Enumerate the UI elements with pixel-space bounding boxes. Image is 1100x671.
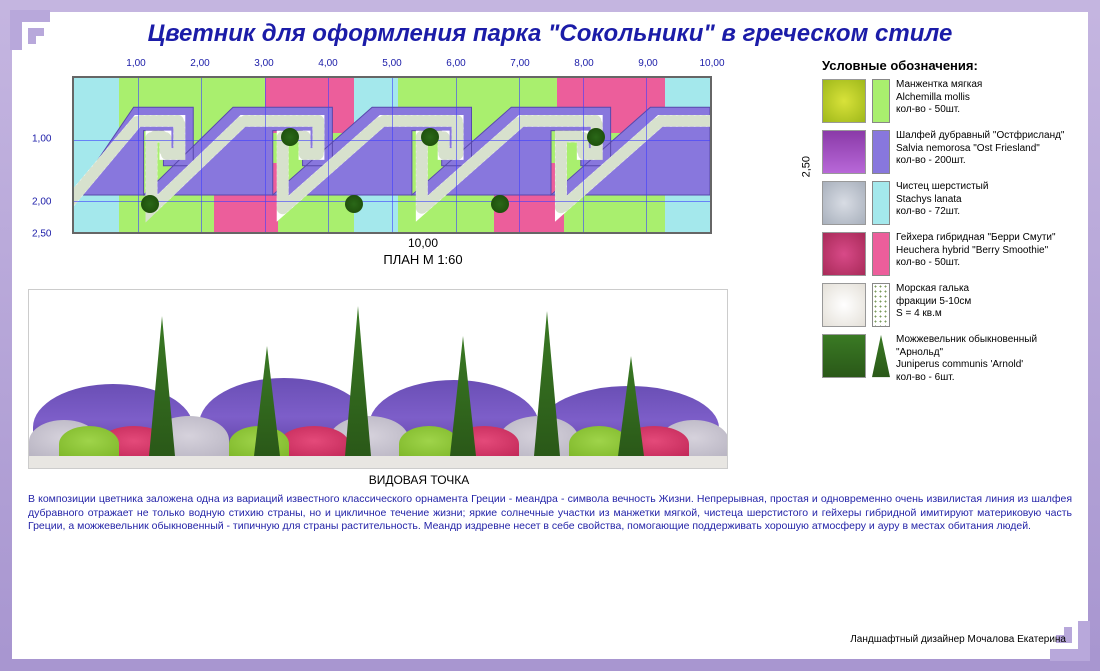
legend-item: Манжентка мягкаяAlchemilla mollisкол-во … xyxy=(822,79,1072,123)
legend-text: Шалфей дубравный "Остфрисланд"Salvia nem… xyxy=(896,130,1065,174)
dimension-height: 2,50 xyxy=(800,156,812,177)
grid-line xyxy=(72,140,712,141)
x-tick: 4,00 xyxy=(318,58,337,69)
x-tick: 1,00 xyxy=(126,58,145,69)
legend-swatch xyxy=(872,334,890,378)
grid-line xyxy=(646,76,647,234)
juniper-marker xyxy=(141,195,159,213)
legend-item: Чистец шерстистыйStachys lanataкол-во - … xyxy=(822,181,1072,225)
x-tick: 7,00 xyxy=(510,58,529,69)
x-tick: 10,00 xyxy=(699,58,724,69)
legend-photo xyxy=(822,283,866,327)
legend-text: Манжентка мягкаяAlchemilla mollisкол-во … xyxy=(896,79,982,123)
juniper-marker xyxy=(281,128,299,146)
legend-text: Морская галькафракции 5-10смS = 4 кв.м xyxy=(896,283,971,327)
legend-swatch xyxy=(872,232,890,276)
x-tick: 2,00 xyxy=(190,58,209,69)
legend-photo xyxy=(822,79,866,123)
ground xyxy=(29,454,727,468)
grid-line xyxy=(138,76,139,234)
legend-item: Можжевельник обыкновенный "Арнольд"Junip… xyxy=(822,334,1072,384)
legend-swatch xyxy=(872,283,890,327)
x-tick: 9,00 xyxy=(638,58,657,69)
grid-line xyxy=(456,76,457,234)
elevation-view xyxy=(28,289,728,469)
juniper-marker xyxy=(421,128,439,146)
x-tick: 6,00 xyxy=(446,58,465,69)
legend-text: Гейхера гибридная "Берри Смути"Heuchera … xyxy=(896,232,1056,276)
legend-photo xyxy=(822,232,866,276)
y-tick: 2,50 xyxy=(32,229,51,240)
legend-item: Гейхера гибридная "Берри Смути"Heuchera … xyxy=(822,232,1072,276)
elevation-container: ВИДОВАЯ ТОЧКА xyxy=(28,289,810,487)
cypress xyxy=(149,316,175,456)
legend-item: Морская галькафракции 5-10смS = 4 кв.м xyxy=(822,283,1072,327)
mound-green xyxy=(59,426,119,456)
legend-text: Можжевельник обыкновенный "Арнольд"Junip… xyxy=(896,334,1072,384)
grid-line xyxy=(583,76,584,234)
grid-line xyxy=(201,76,202,234)
page: Цветник для оформления парка "Сокольники… xyxy=(0,0,1100,671)
mound-green xyxy=(399,426,459,456)
grid-line xyxy=(328,76,329,234)
x-tick: 8,00 xyxy=(574,58,593,69)
dimension-width: 10,00 xyxy=(72,236,774,250)
y-tick: 2,00 xyxy=(32,197,51,208)
legend: Условные обозначения: Манжентка мягкаяAl… xyxy=(822,58,1072,487)
legend-swatch xyxy=(872,181,890,225)
grid-line xyxy=(519,76,520,234)
content: 1,00 2,00 3,00 4,00 5,00 6,00 7,00 8,00 9,00 10,0… xyxy=(28,58,1072,487)
legend-swatch xyxy=(872,79,890,123)
legend-photo xyxy=(822,181,866,225)
legend-item: Шалфей дубравный "Остфрисланд"Salvia nem… xyxy=(822,130,1072,174)
juniper-marker xyxy=(491,195,509,213)
grid-line xyxy=(392,76,393,234)
credit: Ландшафтный дизайнер Мочалова Екатерина xyxy=(850,634,1066,645)
corner-ornament xyxy=(8,8,62,62)
grid-line xyxy=(72,201,712,202)
x-tick: 5,00 xyxy=(382,58,401,69)
cypress xyxy=(345,306,371,456)
mound-berry xyxy=(279,426,349,456)
legend-title: Условные обозначения: xyxy=(822,58,1072,73)
legend-text: Чистец шерстистыйStachys lanataкол-во - … xyxy=(896,181,988,225)
left-column: 1,00 2,00 3,00 4,00 5,00 6,00 7,00 8,00 9,00 10,0… xyxy=(28,58,810,487)
juniper-marker xyxy=(345,195,363,213)
legend-photo xyxy=(822,130,866,174)
plan-diagram xyxy=(72,76,712,234)
juniper-marker xyxy=(587,128,605,146)
description: В композиции цветника заложена одна из в… xyxy=(28,493,1072,534)
legend-photo xyxy=(822,334,866,378)
elevation-title: ВИДОВАЯ ТОЧКА xyxy=(28,473,810,487)
plan-title: ПЛАН М 1:60 xyxy=(72,252,774,267)
legend-swatch xyxy=(872,130,890,174)
page-title: Цветник для оформления парка "Сокольники… xyxy=(28,20,1072,48)
y-tick: 1,00 xyxy=(32,134,51,145)
x-tick: 3,00 xyxy=(254,58,273,69)
grid-line xyxy=(265,76,266,234)
plan-container: 1,00 2,00 3,00 4,00 5,00 6,00 7,00 8,00 9,00 10,0… xyxy=(28,58,810,281)
cypress xyxy=(534,311,560,456)
